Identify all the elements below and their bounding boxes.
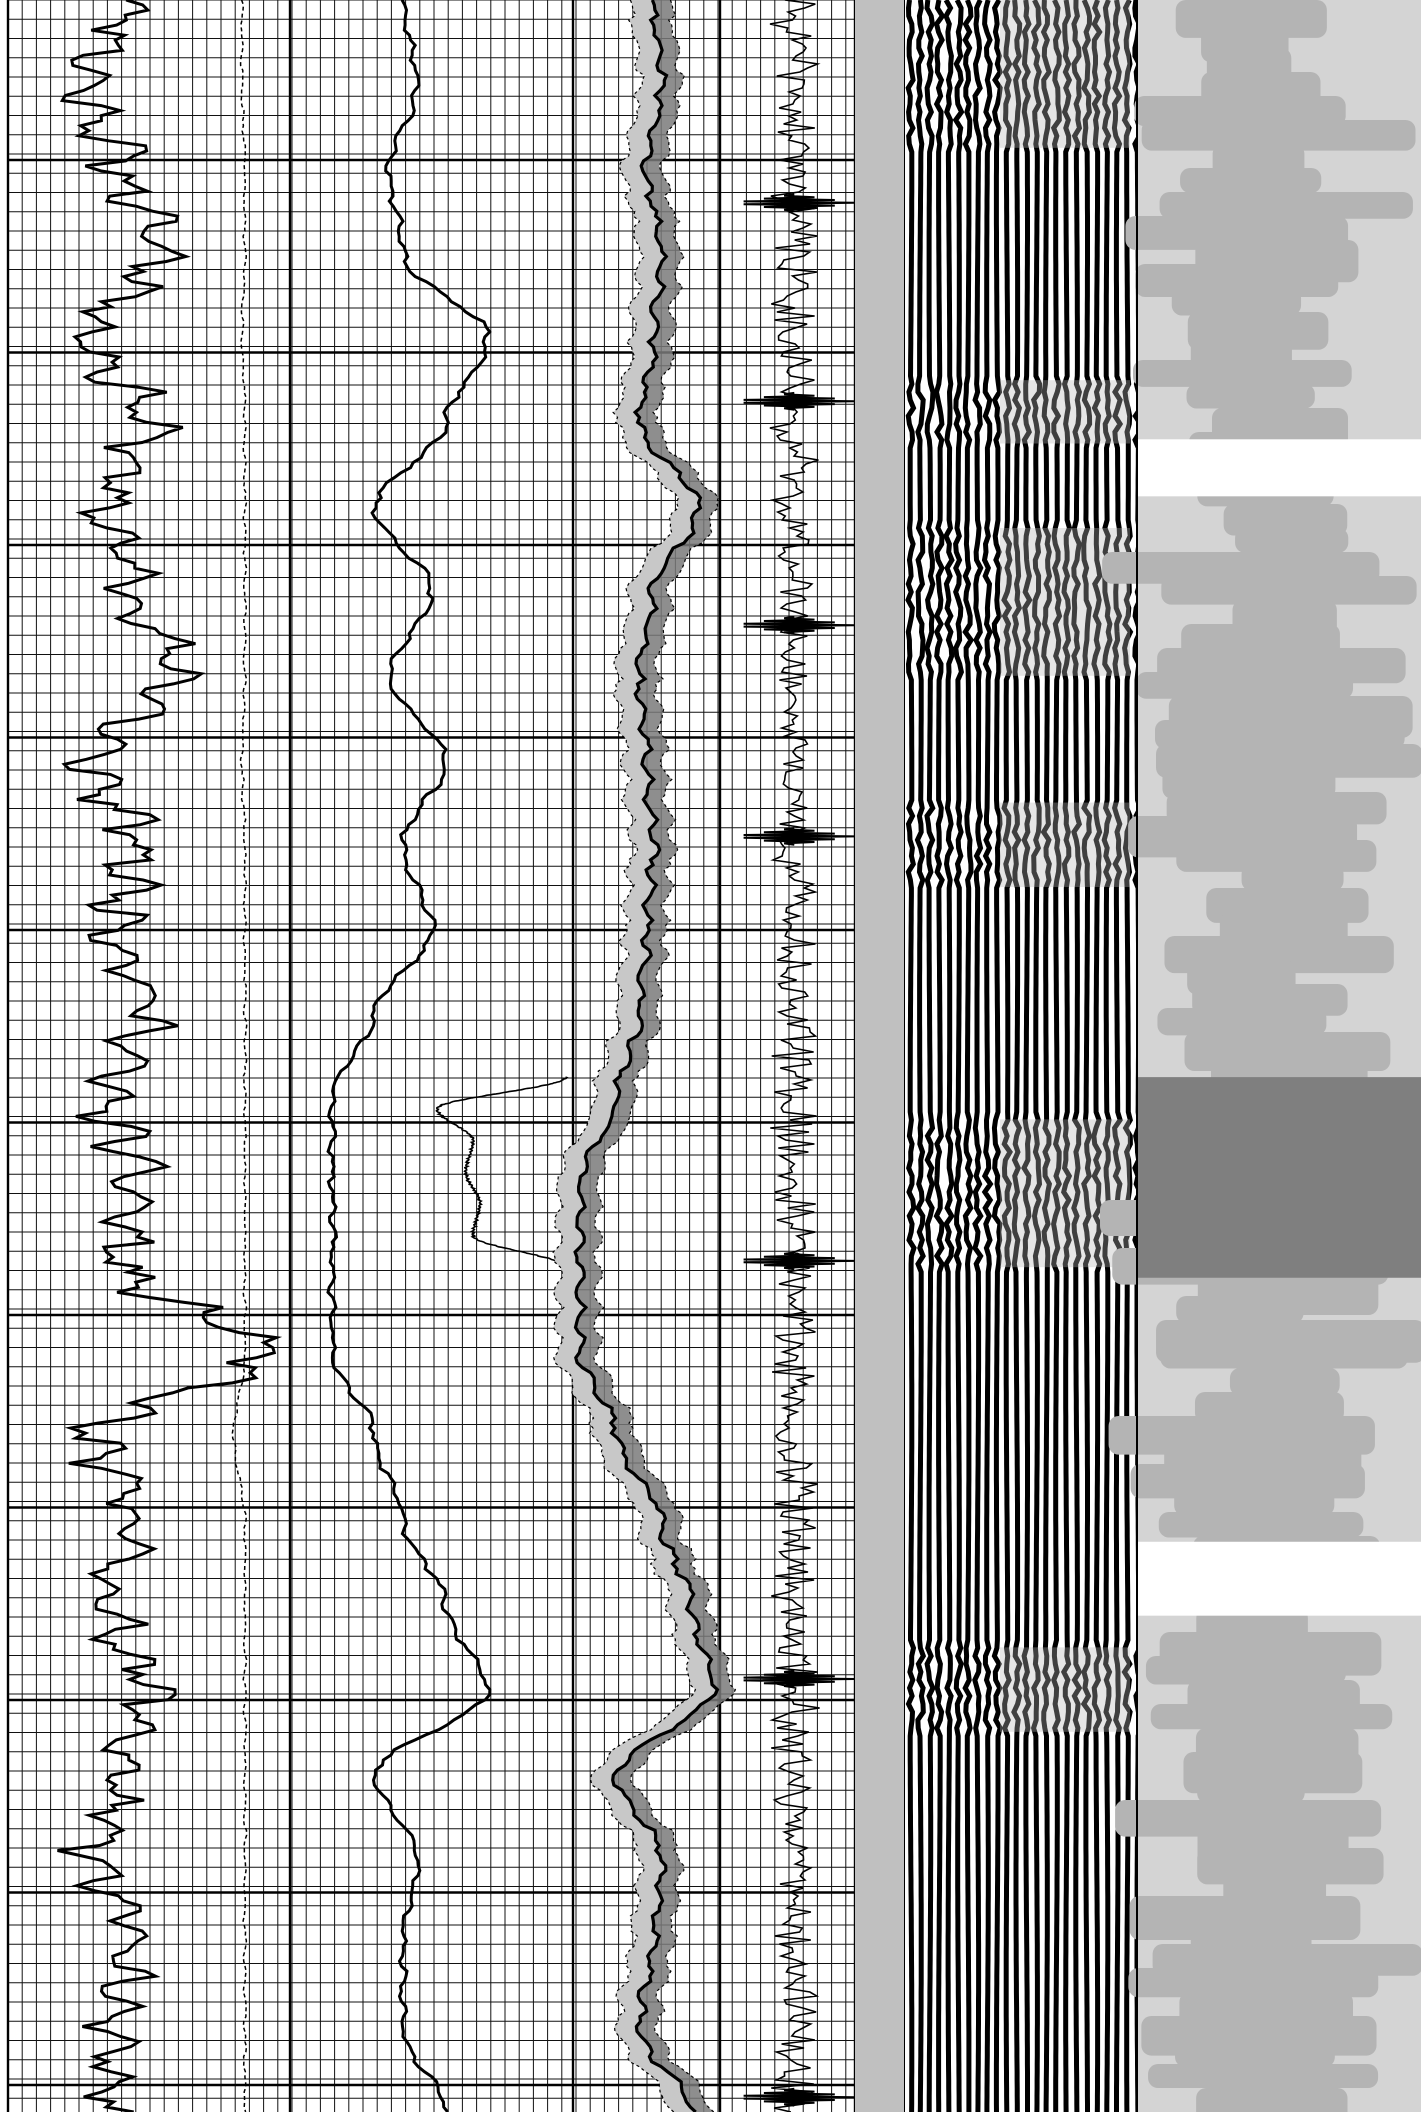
image-blob <box>1175 2040 1335 2068</box>
waveform-stripe <box>1011 0 1023 2112</box>
track2-curve <box>326 0 492 2112</box>
image-blob <box>1152 1944 1421 1976</box>
track3-thin-curve <box>435 1076 569 1268</box>
image-blob <box>1136 672 1354 699</box>
waveform-stripe <box>1040 0 1053 2112</box>
image-bright-band <box>1137 439 1421 497</box>
waveform-stripe <box>924 0 936 2112</box>
waveform-stripe <box>1111 0 1124 2112</box>
image-blob <box>1196 2088 1348 2112</box>
track4-dashed-curve <box>592 0 737 2112</box>
image-blob <box>1174 1488 1335 1516</box>
shaded-image-track <box>1100 0 1421 2112</box>
waveform-stripe <box>981 0 994 2112</box>
image-blob <box>1134 96 1346 127</box>
image-blob <box>1197 1776 1305 1804</box>
waveform-stripe <box>933 0 946 2112</box>
image-blob <box>1141 120 1416 151</box>
image-blob <box>1223 504 1348 536</box>
image-blob <box>1180 168 1322 194</box>
image-blob <box>1176 840 1377 872</box>
waveform-stripe <box>991 0 1003 2112</box>
waveform-stripe <box>1001 0 1013 2112</box>
image-blob <box>1176 1296 1304 1324</box>
track4-fill-dark <box>575 0 736 2112</box>
waveform-stripe <box>952 0 965 2112</box>
waveform-stripe <box>1091 0 1103 2112</box>
waveform-stripe <box>1101 0 1113 2112</box>
image-dark-band <box>1137 1077 1421 1278</box>
image-blob <box>1128 1968 1379 1998</box>
waveform-stripe <box>962 0 975 2112</box>
waveform-stripe <box>1030 0 1043 2112</box>
waveform-track <box>905 0 1144 2112</box>
waveform-disturbed-zone <box>1000 528 1130 676</box>
waveform-stripe <box>914 0 927 2112</box>
image-blob <box>1150 1704 1393 1730</box>
waveform-disturbed-zone <box>1000 1119 1130 1268</box>
waveform-stripe <box>905 0 917 2112</box>
track4-dashed-curve <box>552 0 697 2112</box>
track1-curve <box>57 0 283 2112</box>
waveform-stripe <box>1121 0 1134 2112</box>
image-blob <box>1160 1344 1408 1369</box>
waveform-stripe <box>1021 0 1033 2112</box>
image-blob <box>1145 1656 1346 1685</box>
image-blob <box>1235 528 1349 553</box>
image-blob <box>1102 552 1380 584</box>
calibration-panel <box>855 0 905 2112</box>
image-blob <box>1161 576 1417 605</box>
waveform-stripe <box>1071 0 1083 2112</box>
waveform-stripe <box>972 0 984 2112</box>
image-blob <box>1186 384 1315 409</box>
image-blob <box>1229 1368 1340 1396</box>
track4-curve <box>573 0 720 2112</box>
image-blob <box>1155 720 1405 750</box>
waveform-stripe <box>943 0 955 2112</box>
track4-fill-light <box>553 0 718 2112</box>
waveform-stripe <box>1080 0 1093 2112</box>
image-blob <box>1158 1512 1364 1538</box>
waveform-stripe <box>1050 0 1063 2112</box>
waveform-stripe <box>1060 0 1073 2112</box>
waveform-disturbed-zone <box>1000 380 1130 444</box>
image-bright-band <box>1137 1541 1421 1616</box>
track1-dashed-curve <box>231 0 248 2112</box>
waveform-disturbed-zone <box>1000 0 1130 148</box>
waveform-disturbed-zone <box>1000 1647 1130 1732</box>
image-blob <box>1148 2064 1379 2089</box>
image-blob <box>1159 192 1413 219</box>
image-blob <box>1171 288 1302 316</box>
image-blob <box>1162 768 1336 799</box>
image-blob <box>1241 864 1344 892</box>
image-blob <box>1157 1008 1327 1036</box>
track5-noisy-curve <box>769 0 821 2112</box>
image-blob <box>1192 984 1348 1016</box>
waveform-disturbed-zone <box>1000 802 1130 888</box>
image-blob <box>1132 360 1352 387</box>
image-blob <box>1194 1392 1344 1423</box>
curve-layer <box>57 0 856 2112</box>
